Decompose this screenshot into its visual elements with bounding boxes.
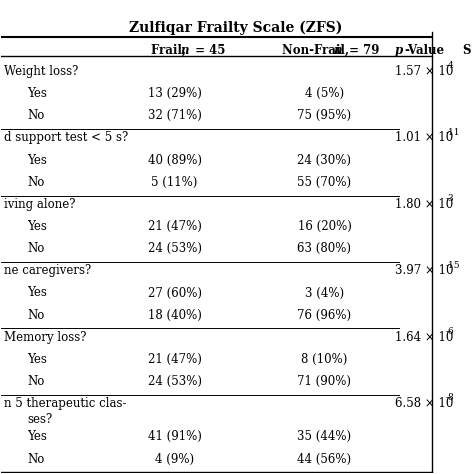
Text: 35 (44%): 35 (44%) <box>297 430 352 444</box>
Text: S: S <box>463 44 471 57</box>
Text: Yes: Yes <box>27 286 47 300</box>
Text: 71 (90%): 71 (90%) <box>298 375 351 388</box>
Text: Yes: Yes <box>27 220 47 233</box>
Text: Yes: Yes <box>27 87 47 100</box>
Text: 16 (20%): 16 (20%) <box>298 220 351 233</box>
Text: 3 (4%): 3 (4%) <box>305 286 344 300</box>
Text: -4: -4 <box>446 61 454 70</box>
Text: No: No <box>27 375 45 388</box>
Text: 13 (29%): 13 (29%) <box>148 87 201 100</box>
Text: Weight loss?: Weight loss? <box>4 65 78 78</box>
Text: No: No <box>27 453 45 465</box>
Text: 41 (91%): 41 (91%) <box>148 430 201 444</box>
Text: 75 (95%): 75 (95%) <box>297 109 352 122</box>
Text: 44 (56%): 44 (56%) <box>297 453 352 465</box>
Text: 4 (9%): 4 (9%) <box>155 453 194 465</box>
Text: iving alone?: iving alone? <box>4 198 75 211</box>
Text: 1.01 × 10: 1.01 × 10 <box>395 131 453 145</box>
Text: No: No <box>27 309 45 322</box>
Text: n: n <box>180 44 189 57</box>
Text: 1.80 × 10: 1.80 × 10 <box>395 198 453 211</box>
Text: ses?: ses? <box>27 413 53 426</box>
Text: Frail,: Frail, <box>151 44 191 57</box>
Text: -11: -11 <box>446 128 460 137</box>
Text: Non-Frail,: Non-Frail, <box>283 44 354 57</box>
Text: 5 (11%): 5 (11%) <box>152 176 198 189</box>
Text: n: n <box>334 44 342 57</box>
Text: Memory loss?: Memory loss? <box>4 331 86 344</box>
Text: 18 (40%): 18 (40%) <box>148 309 201 322</box>
Text: 4 (5%): 4 (5%) <box>305 87 344 100</box>
Text: 8 (10%): 8 (10%) <box>301 353 347 366</box>
Text: Yes: Yes <box>27 154 47 166</box>
Text: -Value: -Value <box>404 44 444 57</box>
Text: 6.58 × 10: 6.58 × 10 <box>395 397 453 410</box>
Text: 27 (60%): 27 (60%) <box>147 286 201 300</box>
Text: = 45: = 45 <box>191 44 226 57</box>
Text: 24 (53%): 24 (53%) <box>147 375 201 388</box>
Text: Zulfiqar Frailty Scale (ZFS): Zulfiqar Frailty Scale (ZFS) <box>129 20 342 35</box>
Text: n 5 therapeutic clas-: n 5 therapeutic clas- <box>4 397 126 410</box>
Text: 55 (70%): 55 (70%) <box>297 176 352 189</box>
Text: -3: -3 <box>446 194 454 203</box>
Text: -6: -6 <box>446 327 454 336</box>
Text: Yes: Yes <box>27 353 47 366</box>
Text: No: No <box>27 176 45 189</box>
Text: p: p <box>395 44 403 57</box>
Text: -15: -15 <box>446 261 460 270</box>
Text: d support test < 5 s?: d support test < 5 s? <box>4 131 128 145</box>
Text: 1.57 × 10: 1.57 × 10 <box>395 65 453 78</box>
Text: 32 (71%): 32 (71%) <box>148 109 201 122</box>
Text: 1.64 × 10: 1.64 × 10 <box>395 331 453 344</box>
Text: 40 (89%): 40 (89%) <box>147 154 201 166</box>
Text: 24 (30%): 24 (30%) <box>298 154 351 166</box>
Text: -8: -8 <box>446 393 454 402</box>
Text: 63 (80%): 63 (80%) <box>298 242 351 255</box>
Text: No: No <box>27 109 45 122</box>
Text: ne caregivers?: ne caregivers? <box>4 264 91 277</box>
Text: No: No <box>27 242 45 255</box>
Text: 3.97 × 10: 3.97 × 10 <box>395 264 453 277</box>
Text: = 79: = 79 <box>345 44 379 57</box>
Text: Yes: Yes <box>27 430 47 444</box>
Text: 24 (53%): 24 (53%) <box>147 242 201 255</box>
Text: 21 (47%): 21 (47%) <box>148 353 201 366</box>
Text: 21 (47%): 21 (47%) <box>148 220 201 233</box>
Text: 76 (96%): 76 (96%) <box>297 309 352 322</box>
